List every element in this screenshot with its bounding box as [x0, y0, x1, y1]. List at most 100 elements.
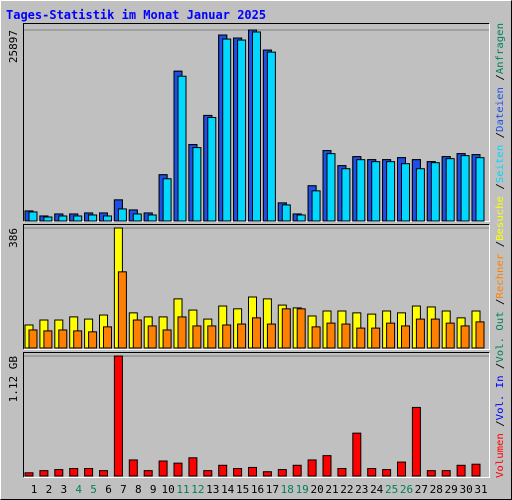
- panel-frame: [23, 352, 490, 478]
- bar: [237, 323, 247, 349]
- x-tick-label: 11: [176, 483, 189, 496]
- bar: [54, 469, 64, 477]
- panel-frame: [23, 224, 490, 350]
- legend-item: Dateien: [495, 87, 506, 132]
- x-tick-label: 24: [370, 483, 384, 496]
- bar: [460, 155, 470, 222]
- bar: [128, 459, 138, 477]
- bar: [233, 468, 243, 477]
- bar: [296, 214, 306, 222]
- bar: [307, 459, 317, 477]
- bar: [207, 116, 217, 222]
- bar: [386, 161, 396, 222]
- x-tick-label: 29: [445, 483, 458, 496]
- x-tick-label: 22: [340, 483, 353, 496]
- bar: [371, 161, 381, 222]
- x-tick-label: 7: [120, 483, 127, 496]
- bar: [103, 215, 112, 222]
- legend-item: Volumen: [495, 433, 506, 478]
- legend-item: Vol. Out: [495, 311, 506, 362]
- x-tick-label: 8: [135, 483, 142, 496]
- bar: [43, 330, 53, 349]
- bar: [475, 157, 485, 222]
- bar: [158, 460, 168, 477]
- bar: [237, 39, 247, 222]
- legend-item: Rechner: [495, 254, 506, 299]
- bar: [162, 178, 172, 222]
- legend-item: Anfragen: [495, 23, 506, 74]
- bar: [441, 470, 451, 477]
- bar: [203, 470, 213, 477]
- bar: [311, 190, 321, 222]
- bar: [117, 208, 127, 222]
- y-tick-label: 1.12 GB: [7, 356, 20, 403]
- bar: [58, 329, 68, 349]
- bar: [266, 51, 276, 222]
- bar: [266, 323, 276, 349]
- bar: [356, 159, 366, 222]
- bar: [147, 214, 157, 222]
- legend-separator: /: [495, 74, 506, 80]
- bar: [430, 318, 440, 349]
- bar: [58, 215, 68, 222]
- bar: [371, 327, 381, 349]
- legend-separator: /: [495, 299, 506, 305]
- x-tick-label: 5: [90, 483, 97, 496]
- x-tick-label: 14: [221, 483, 235, 496]
- bar: [132, 319, 142, 349]
- x-tick-label: 28: [430, 483, 443, 496]
- bar: [356, 327, 366, 349]
- bar: [367, 468, 377, 477]
- bar: [143, 470, 153, 477]
- bar: [475, 321, 485, 349]
- legend-separator: /: [495, 420, 506, 426]
- x-tick-label: 10: [161, 483, 174, 496]
- bar: [415, 318, 425, 349]
- bar: [326, 322, 336, 349]
- panel-frame: [23, 23, 490, 222]
- bar: [430, 162, 440, 222]
- x-tick-label: 4: [75, 483, 82, 496]
- bar: [341, 323, 351, 349]
- x-tick-label: 31: [474, 483, 487, 496]
- x-tick-label: 23: [355, 483, 368, 496]
- bar: [397, 461, 406, 477]
- bar: [28, 211, 38, 222]
- bar: [222, 324, 232, 349]
- bar: [401, 163, 410, 222]
- bar: [252, 31, 261, 222]
- bar: [296, 308, 306, 349]
- bar: [103, 326, 112, 349]
- bar: [177, 316, 187, 349]
- bar: [192, 325, 202, 349]
- bar: [456, 464, 466, 477]
- bar: [401, 325, 410, 349]
- panel-frame: [23, 224, 490, 350]
- bar: [207, 325, 217, 349]
- legend-separator: /: [495, 132, 506, 138]
- bar: [262, 471, 272, 477]
- bar: [337, 468, 347, 477]
- bar: [132, 213, 142, 222]
- legend-separator: /: [495, 241, 506, 247]
- x-tick-label: 27: [415, 483, 428, 496]
- bar: [411, 406, 421, 477]
- bar: [39, 470, 49, 477]
- bar: [382, 469, 392, 477]
- bar: [281, 308, 291, 349]
- bar: [311, 326, 321, 349]
- bar: [162, 329, 172, 349]
- bar: [117, 271, 127, 349]
- bar: [88, 214, 98, 222]
- bar: [88, 331, 98, 349]
- bar: [222, 38, 232, 222]
- panel-frame: [23, 352, 490, 478]
- bar: [113, 355, 123, 477]
- x-tick-label: 13: [206, 483, 219, 496]
- bar: [73, 330, 83, 349]
- bar: [352, 432, 362, 477]
- bar: [426, 470, 436, 477]
- legend: Volumen /Vol. In /Vol. Out /Rechner /Bes…: [495, 23, 506, 478]
- bar: [192, 147, 202, 222]
